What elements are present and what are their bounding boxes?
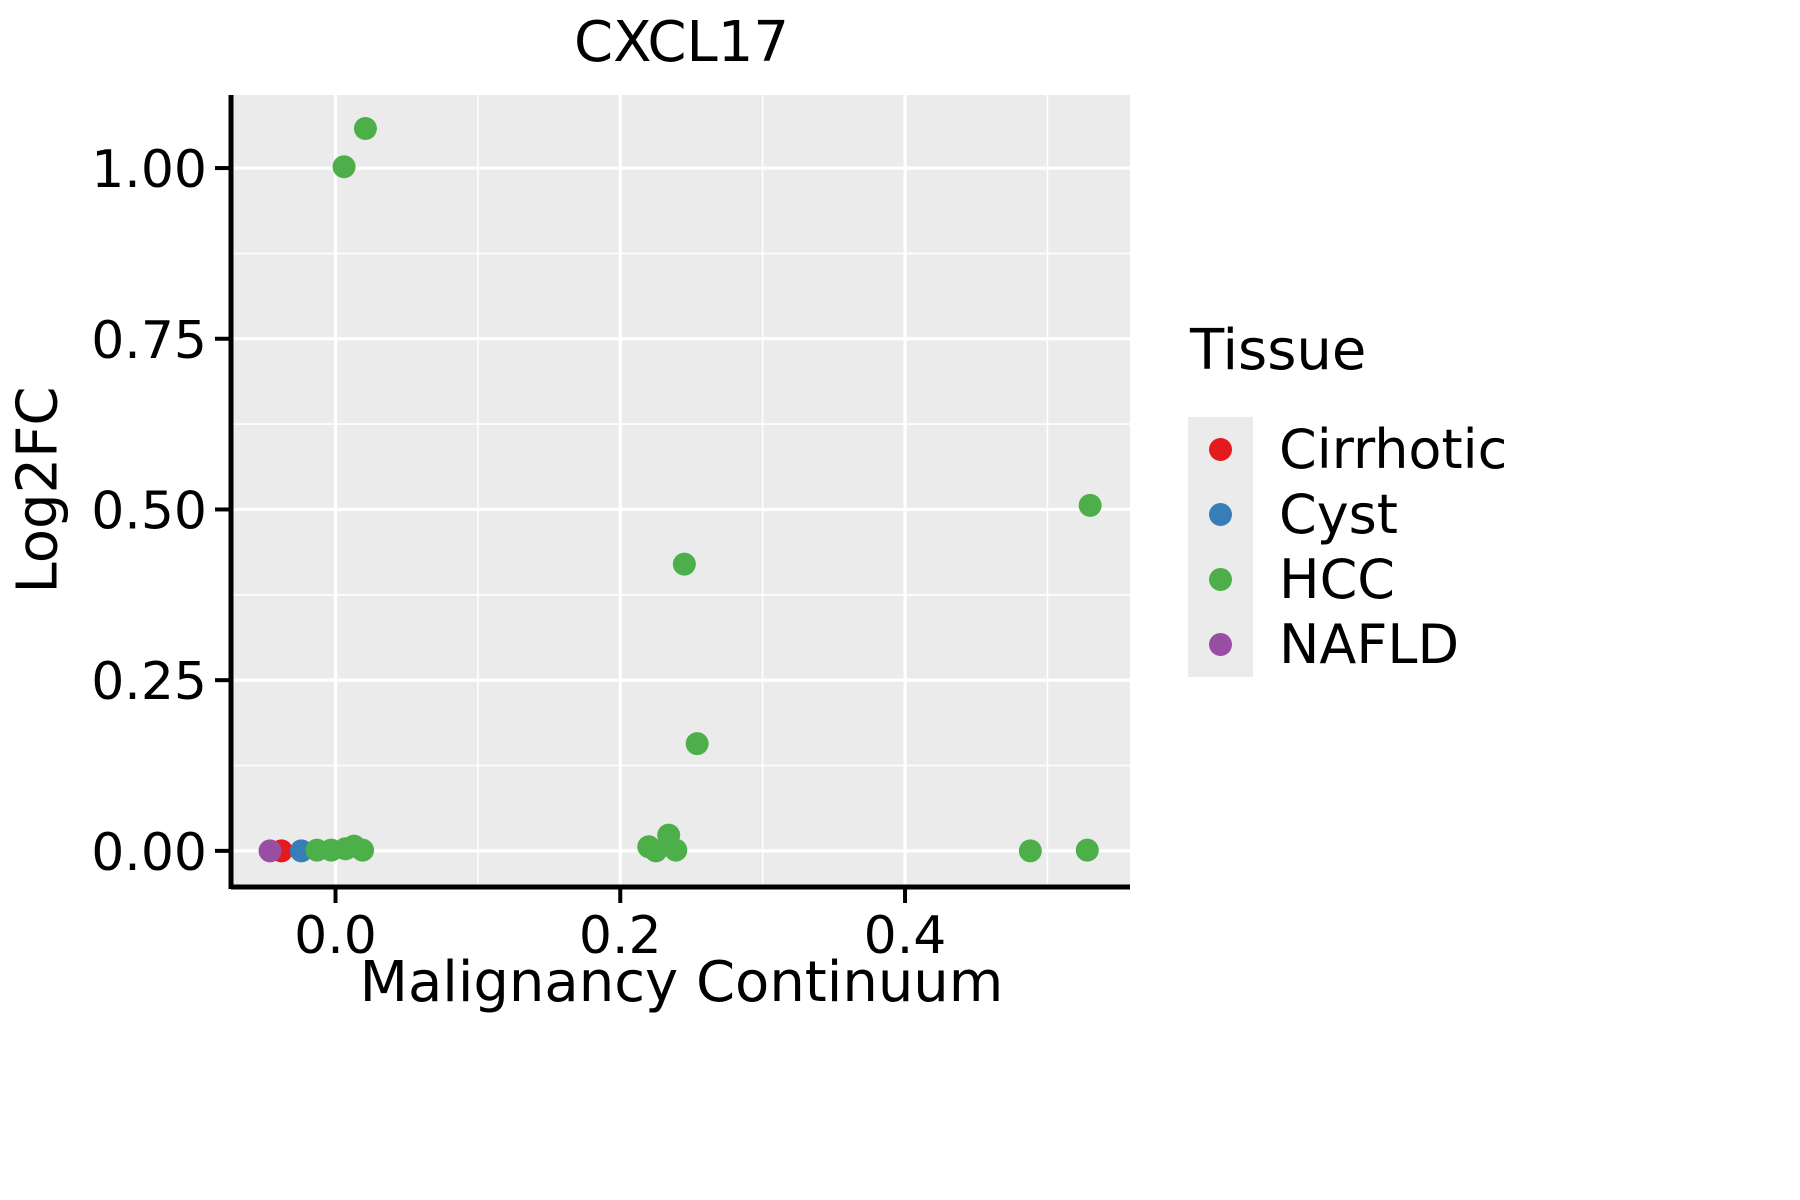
data-point-hcc: [644, 839, 668, 863]
data-point-hcc: [332, 155, 356, 179]
plot-panel: 0.0 0.2 0.4 0.00 0.25 0.50 0.75 1.00: [91, 95, 1130, 966]
data-point-hcc: [685, 732, 709, 756]
x-tick-label: 0.4: [864, 906, 947, 966]
legend-label: HCC: [1279, 548, 1396, 611]
legend-label: NAFLD: [1279, 613, 1460, 676]
x-tick-label: 0.2: [579, 906, 662, 966]
legend-key: [1188, 482, 1253, 547]
chart-title: CXCL17: [574, 10, 789, 75]
legend-label: Cyst: [1279, 483, 1398, 546]
data-point-hcc: [672, 552, 696, 576]
y-tick-label: 0.25: [91, 652, 207, 712]
data-point-hcc: [664, 838, 688, 862]
data-point-nafld: [258, 839, 282, 863]
legend-key: [1188, 417, 1253, 482]
data-point-hcc: [1018, 839, 1042, 863]
x-tick-label: 0.0: [294, 906, 377, 966]
legend-items: Cirrhotic Cyst HCC NAFLD: [1188, 417, 1507, 677]
data-point-hcc: [353, 116, 377, 140]
y-tick-label: 1.00: [91, 140, 207, 200]
legend-item-hcc: HCC: [1188, 547, 1507, 612]
legend-item-nafld: NAFLD: [1188, 612, 1507, 677]
legend-item-cirrhotic: Cirrhotic: [1188, 417, 1507, 482]
data-point-hcc: [351, 838, 375, 862]
legend-item-cyst: Cyst: [1188, 482, 1507, 547]
hcc-dot-icon: [1209, 568, 1232, 591]
x-axis-title: Malignancy Continuum: [359, 950, 1004, 1015]
legend: Tissue Cirrhotic Cyst HCC NAFLD: [1188, 318, 1507, 677]
legend-label: Cirrhotic: [1279, 418, 1508, 481]
legend-key: [1188, 547, 1253, 612]
legend-key: [1188, 612, 1253, 677]
y-tick-label: 0.75: [91, 311, 207, 371]
cyst-dot-icon: [1209, 503, 1232, 526]
y-tick-label: 0.50: [91, 481, 207, 541]
data-point-hcc: [1075, 838, 1099, 862]
y-axis-title: Log2FC: [5, 386, 71, 594]
nafld-dot-icon: [1209, 633, 1232, 656]
legend-title: Tissue: [1190, 318, 1367, 383]
data-point-hcc: [1078, 493, 1102, 517]
cirrhotic-dot-icon: [1209, 438, 1232, 461]
y-tick-label: 0.00: [91, 823, 207, 883]
